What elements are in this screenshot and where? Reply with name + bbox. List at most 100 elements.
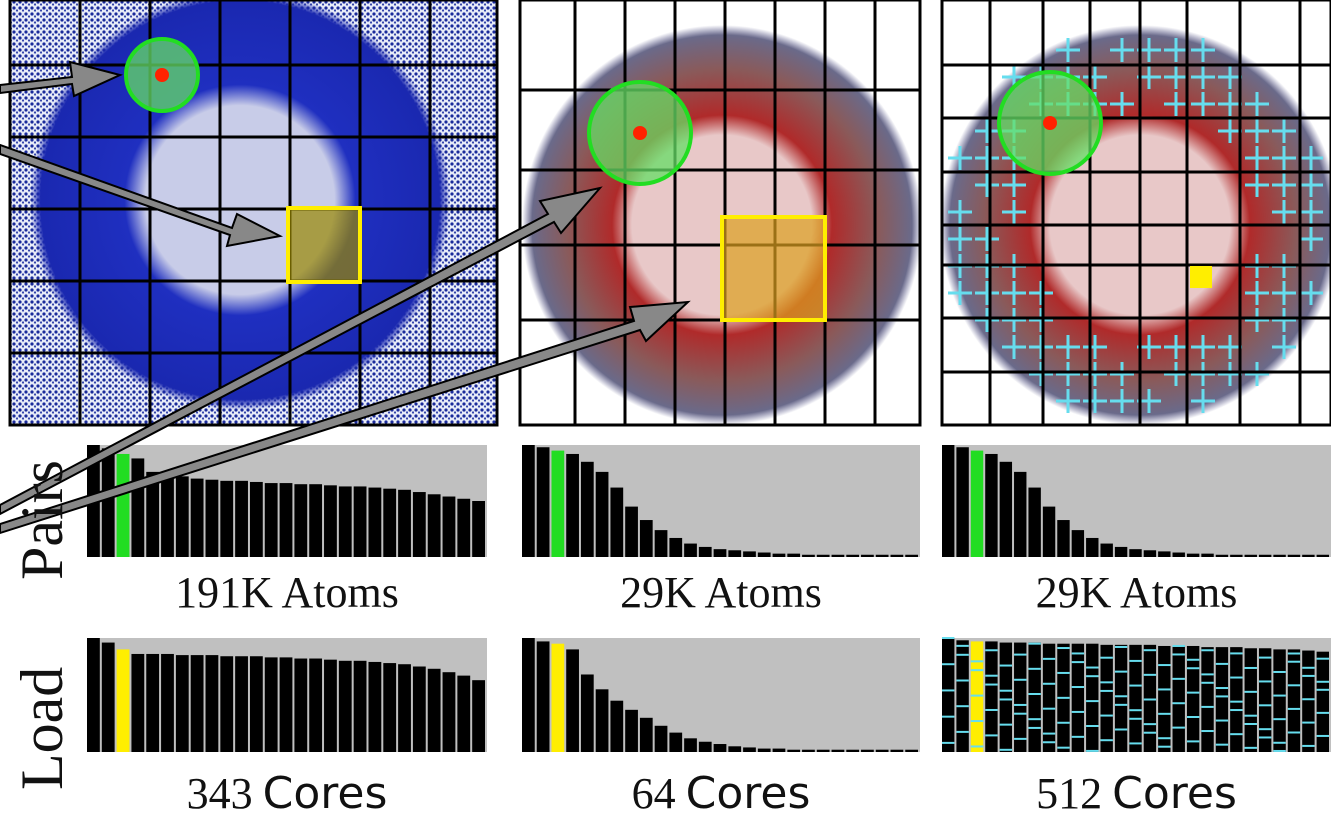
bar (220, 656, 233, 752)
chart-label: 512Cores (1036, 768, 1237, 813)
bar (457, 499, 470, 557)
bar (1173, 553, 1185, 557)
bar (522, 638, 535, 752)
bar (1273, 649, 1285, 752)
bar (191, 655, 204, 752)
bar (758, 553, 771, 557)
bar (250, 656, 263, 752)
bar (250, 482, 263, 557)
bar (1302, 651, 1314, 752)
bar (985, 454, 997, 557)
bar (610, 701, 623, 752)
bar (309, 659, 322, 752)
bar (537, 447, 550, 557)
bar (802, 750, 815, 752)
bar (699, 547, 712, 557)
bar (1014, 643, 1026, 752)
panel-2 (520, 0, 922, 425)
bar (265, 657, 278, 752)
bar (1259, 648, 1271, 752)
bar (1201, 647, 1213, 752)
bar (206, 480, 219, 557)
bar (235, 656, 248, 752)
bar (1288, 555, 1300, 557)
bar (102, 643, 115, 752)
bar (640, 718, 653, 752)
bar (117, 454, 130, 557)
bar (1230, 555, 1242, 557)
bar (832, 555, 845, 557)
core-count: 343 (187, 769, 253, 813)
bar (1273, 555, 1285, 557)
bar (846, 750, 859, 752)
core-count: 512 (1036, 769, 1102, 813)
bar (1028, 643, 1040, 752)
bar (354, 486, 367, 557)
bar (1158, 646, 1170, 752)
bar (1129, 549, 1141, 557)
bar (971, 641, 983, 752)
bar (1115, 645, 1127, 752)
molecule-panels (10, 0, 1331, 425)
bar (728, 746, 741, 752)
chart-label: 29K Atoms (1036, 568, 1238, 617)
bar (566, 454, 579, 557)
core-count: 64 (632, 769, 676, 813)
pairs-label-clip: Pairs (9, 460, 75, 580)
bar (146, 654, 159, 752)
bar (891, 555, 904, 557)
bar (472, 501, 485, 557)
bar (551, 644, 564, 752)
bar (1028, 488, 1040, 557)
bar (669, 538, 682, 557)
bar (714, 549, 727, 557)
bar (1086, 644, 1098, 752)
bar (596, 689, 609, 752)
bar (398, 490, 411, 557)
bar (1173, 646, 1185, 752)
bar (787, 554, 800, 557)
bar (625, 507, 638, 557)
bar (876, 555, 889, 557)
bar (861, 750, 874, 752)
bar (1100, 645, 1112, 752)
bar (1000, 643, 1012, 752)
bar (1043, 644, 1055, 752)
bar (443, 672, 456, 752)
bar (787, 750, 800, 752)
bar (294, 484, 307, 557)
bar (117, 649, 130, 752)
bar (383, 663, 396, 752)
bar (383, 489, 396, 557)
bar (743, 747, 756, 752)
bar (1259, 555, 1271, 557)
bar (235, 481, 248, 557)
core-unit: Cores (1112, 768, 1237, 813)
bar (161, 474, 174, 557)
bar (817, 555, 830, 557)
bar (956, 447, 968, 557)
bar (596, 472, 609, 557)
bar (87, 638, 100, 752)
bar (1216, 555, 1228, 557)
bar (551, 451, 564, 557)
bar (743, 551, 756, 557)
bar (339, 661, 352, 752)
bar (1302, 555, 1314, 557)
bar (339, 486, 352, 557)
bar (368, 488, 381, 557)
bar (220, 481, 233, 557)
bar (905, 555, 918, 557)
bar (191, 479, 204, 557)
bar (942, 445, 954, 557)
bar (832, 750, 845, 752)
bar (457, 676, 470, 752)
bar (413, 492, 426, 557)
bar (1187, 646, 1199, 752)
bar (714, 744, 727, 752)
bar (368, 662, 381, 752)
bar (161, 654, 174, 752)
bar (280, 483, 293, 557)
